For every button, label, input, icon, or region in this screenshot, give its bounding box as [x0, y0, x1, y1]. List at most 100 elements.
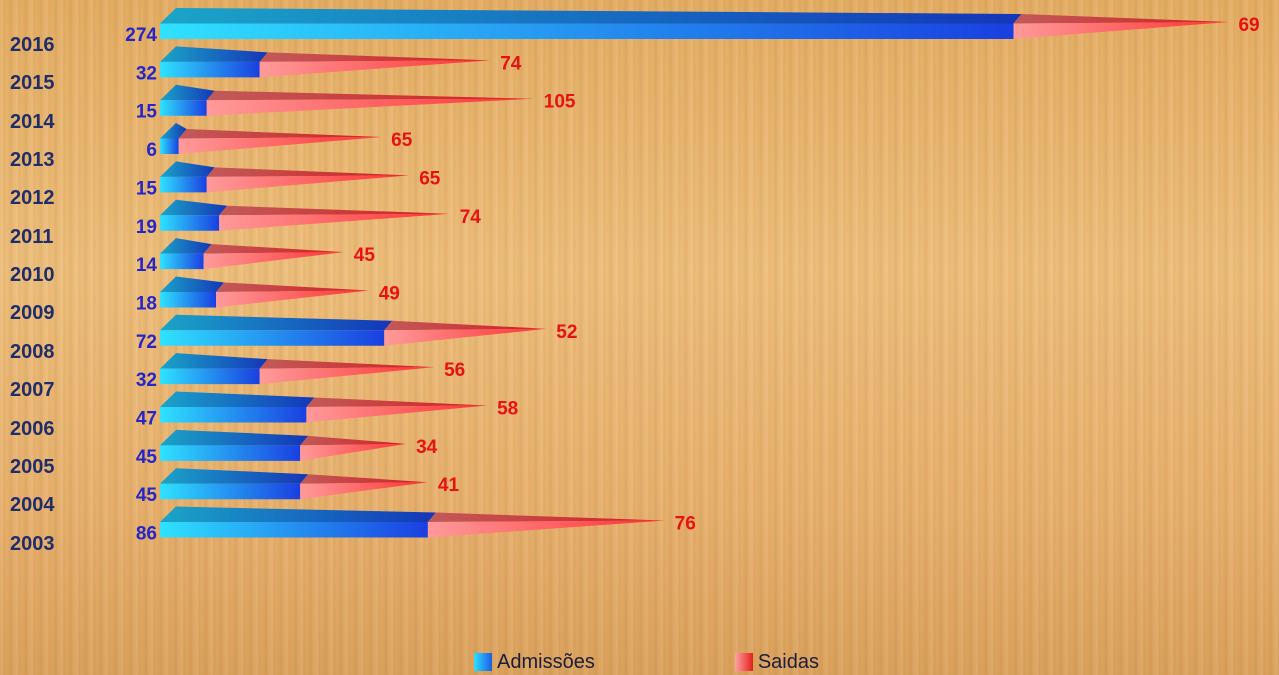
- bar-saidas-top-2007: [259, 359, 435, 369]
- year-label-2013: 2013: [10, 149, 55, 172]
- bar-saidas-2006: [306, 405, 488, 423]
- year-label-2012: 2012: [10, 187, 55, 210]
- bar-group-2015: [160, 46, 491, 78]
- bar-admissoes-top-2012: [160, 161, 215, 177]
- bar-saidas-top-2004: [300, 474, 428, 484]
- bar-admissoes-2008: [160, 330, 385, 346]
- bar-admissoes-top-2004: [160, 468, 309, 484]
- bar-admissoes-top-2005: [160, 429, 309, 446]
- data-label-admissoes-2012: 15: [136, 178, 158, 199]
- data-label-admissoes-2014: 15: [136, 102, 158, 123]
- bar-admissoes-2005: [160, 445, 301, 461]
- bar-admissoes-top-2003: [160, 506, 436, 523]
- year-label-2010: 2010: [10, 264, 55, 287]
- bar-admissoes-top-2006: [160, 391, 315, 407]
- data-label-admissoes-2007: 32: [136, 370, 157, 391]
- bar-admissoes-top-2011: [160, 199, 228, 216]
- data-label-admissoes-2009: 18: [136, 293, 157, 314]
- data-label-saidas-2011: 74: [460, 207, 482, 228]
- data-label-admissoes-2005: 45: [136, 447, 158, 468]
- bar-admissoes-2014: [160, 100, 207, 116]
- data-label-admissoes-2016: 274: [125, 25, 157, 46]
- year-label-2004: 2004: [10, 494, 55, 517]
- bar-admissoes-2015: [160, 61, 260, 78]
- bar-admissoes-2016: [160, 23, 1014, 39]
- bar-saidas-2007: [259, 367, 435, 385]
- bar-saidas-top-2006: [306, 397, 488, 407]
- data-label-saidas-2008: 52: [556, 322, 577, 343]
- bar-admissoes-2009: [160, 291, 217, 308]
- bar-saidas-top-2008: [384, 320, 547, 331]
- bar-admissoes-2006: [160, 407, 307, 423]
- data-label-admissoes-2013: 6: [146, 140, 157, 161]
- bar-saidas-top-2015: [259, 52, 491, 62]
- data-label-admissoes-2015: 32: [136, 63, 157, 84]
- bar-saidas-top-2014: [206, 90, 534, 101]
- bar-saidas-top-2012: [206, 167, 410, 177]
- bar-admissoes-top-2015: [160, 46, 268, 62]
- bar-saidas-top-2005: [300, 435, 407, 446]
- bar-saidas-2005: [300, 443, 407, 461]
- data-label-admissoes-2008: 72: [136, 332, 157, 353]
- year-label-2005: 2005: [10, 455, 55, 478]
- year-label-2008: 2008: [10, 340, 55, 363]
- bar-saidas-2014: [206, 98, 534, 116]
- bar-saidas-top-2011: [219, 205, 450, 216]
- data-label-admissoes-2004: 45: [136, 485, 158, 506]
- bar-saidas-2015: [259, 60, 491, 78]
- bar-saidas-2013: [178, 137, 382, 155]
- bar-admissoes-top-2007: [160, 353, 268, 369]
- year-label-2003: 2003: [10, 532, 55, 555]
- bar-admissoes-2003: [160, 522, 428, 538]
- bar-saidas-2003: [427, 520, 665, 538]
- bar-group-2008: [160, 314, 547, 346]
- data-label-saidas-2005: 34: [416, 437, 438, 458]
- data-label-saidas-2016: 69: [1238, 15, 1259, 36]
- data-label-admissoes-2006: 47: [136, 409, 157, 430]
- year-label-2015: 2015: [10, 72, 55, 95]
- year-label-2014: 2014: [10, 110, 55, 133]
- bar-saidas-2008: [384, 328, 547, 346]
- data-label-saidas-2004: 41: [438, 475, 460, 496]
- bar-saidas-top-2003: [427, 512, 665, 523]
- bar-saidas-top-2013: [178, 129, 382, 139]
- data-label-saidas-2013: 65: [391, 130, 413, 151]
- bar-saidas-2009: [216, 290, 369, 308]
- bar-saidas-2012: [206, 175, 410, 193]
- chart-legend: Admissões Saidas: [474, 650, 819, 674]
- bar-saidas-2016: [1013, 22, 1229, 39]
- data-label-saidas-2010: 45: [354, 245, 376, 266]
- bar-admissoes-2004: [160, 483, 301, 500]
- bar-group-2014: [160, 84, 534, 116]
- bar-group-2010: [160, 238, 344, 270]
- data-label-saidas-2007: 56: [444, 360, 465, 381]
- bar-saidas-top-2009: [216, 282, 369, 292]
- bar-admissoes-2013: [160, 138, 179, 155]
- data-label-saidas-2009: 49: [379, 283, 400, 304]
- legend-item-admissoes: Admissões: [474, 651, 595, 674]
- data-label-saidas-2014: 105: [544, 92, 576, 113]
- data-label-admissoes-2011: 19: [136, 217, 157, 238]
- bar-saidas-top-2010: [203, 244, 344, 254]
- bar-group-2012: [160, 161, 410, 193]
- bar-admissoes-2012: [160, 176, 207, 193]
- bar-group-2016: [160, 8, 1229, 39]
- year-label-2009: 2009: [10, 302, 55, 325]
- bar-group-2006: [160, 391, 488, 423]
- legend-item-saidas: Saidas: [734, 650, 819, 674]
- bar-admissoes-top-2010: [160, 238, 212, 254]
- bar-group-2013: [160, 123, 382, 155]
- data-label-saidas-2006: 58: [497, 399, 518, 420]
- data-label-admissoes-2010: 14: [136, 255, 158, 276]
- bar-group-2005: [160, 429, 407, 461]
- bar-admissoes-top-2013: [160, 123, 187, 139]
- year-label-2006: 2006: [10, 417, 55, 440]
- legend-label-saidas: Saidas: [757, 650, 819, 673]
- bar-admissoes-top-2009: [160, 276, 225, 292]
- data-label-admissoes-2003: 86: [136, 524, 157, 545]
- bar-admissoes-2007: [160, 368, 260, 385]
- bar-group-2011: [160, 199, 450, 231]
- bar-saidas-2004: [300, 482, 428, 500]
- year-label-2016: 2016: [10, 34, 55, 56]
- bar-admissoes-top-2014: [160, 84, 215, 101]
